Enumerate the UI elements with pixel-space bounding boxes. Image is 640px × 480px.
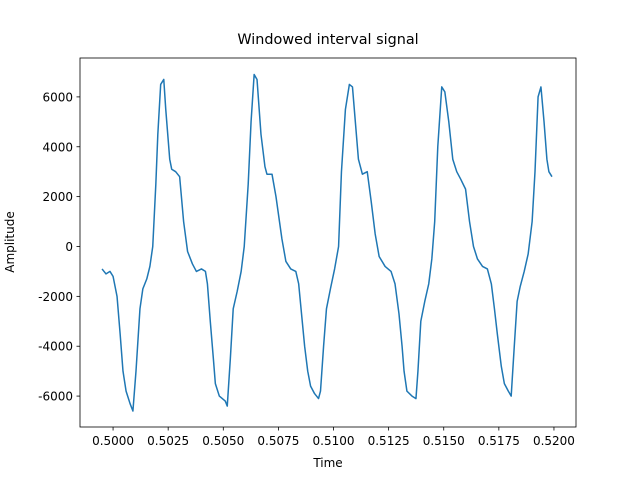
y-tick-label: -2000 [38, 290, 73, 304]
x-tick-label: 0.5200 [533, 434, 575, 448]
x-axis-label: Time [312, 456, 342, 470]
y-tick-label: 4000 [42, 140, 73, 154]
y-tick-label: -6000 [38, 390, 73, 404]
y-tick-label: -4000 [38, 340, 73, 354]
x-tick-label: 0.5150 [423, 434, 465, 448]
plot-frame [79, 57, 577, 428]
y-axis-label: Amplitude [3, 211, 17, 273]
x-tick-label: 0.5075 [257, 434, 299, 448]
y-tick-label: 2000 [42, 190, 73, 204]
x-tick-label: 0.5025 [147, 434, 189, 448]
x-tick-label: 0.5050 [202, 434, 244, 448]
chart-title: Windowed interval signal [237, 32, 418, 48]
y-tick-label: 0 [65, 240, 73, 254]
signal-line [101, 73, 553, 412]
x-tick-label: 0.5100 [313, 434, 355, 448]
x-tick-label: 0.5000 [92, 434, 134, 448]
y-tick-label: 6000 [42, 90, 73, 104]
x-tick-label: 0.5125 [368, 434, 410, 448]
x-tick-label: 0.5175 [478, 434, 520, 448]
